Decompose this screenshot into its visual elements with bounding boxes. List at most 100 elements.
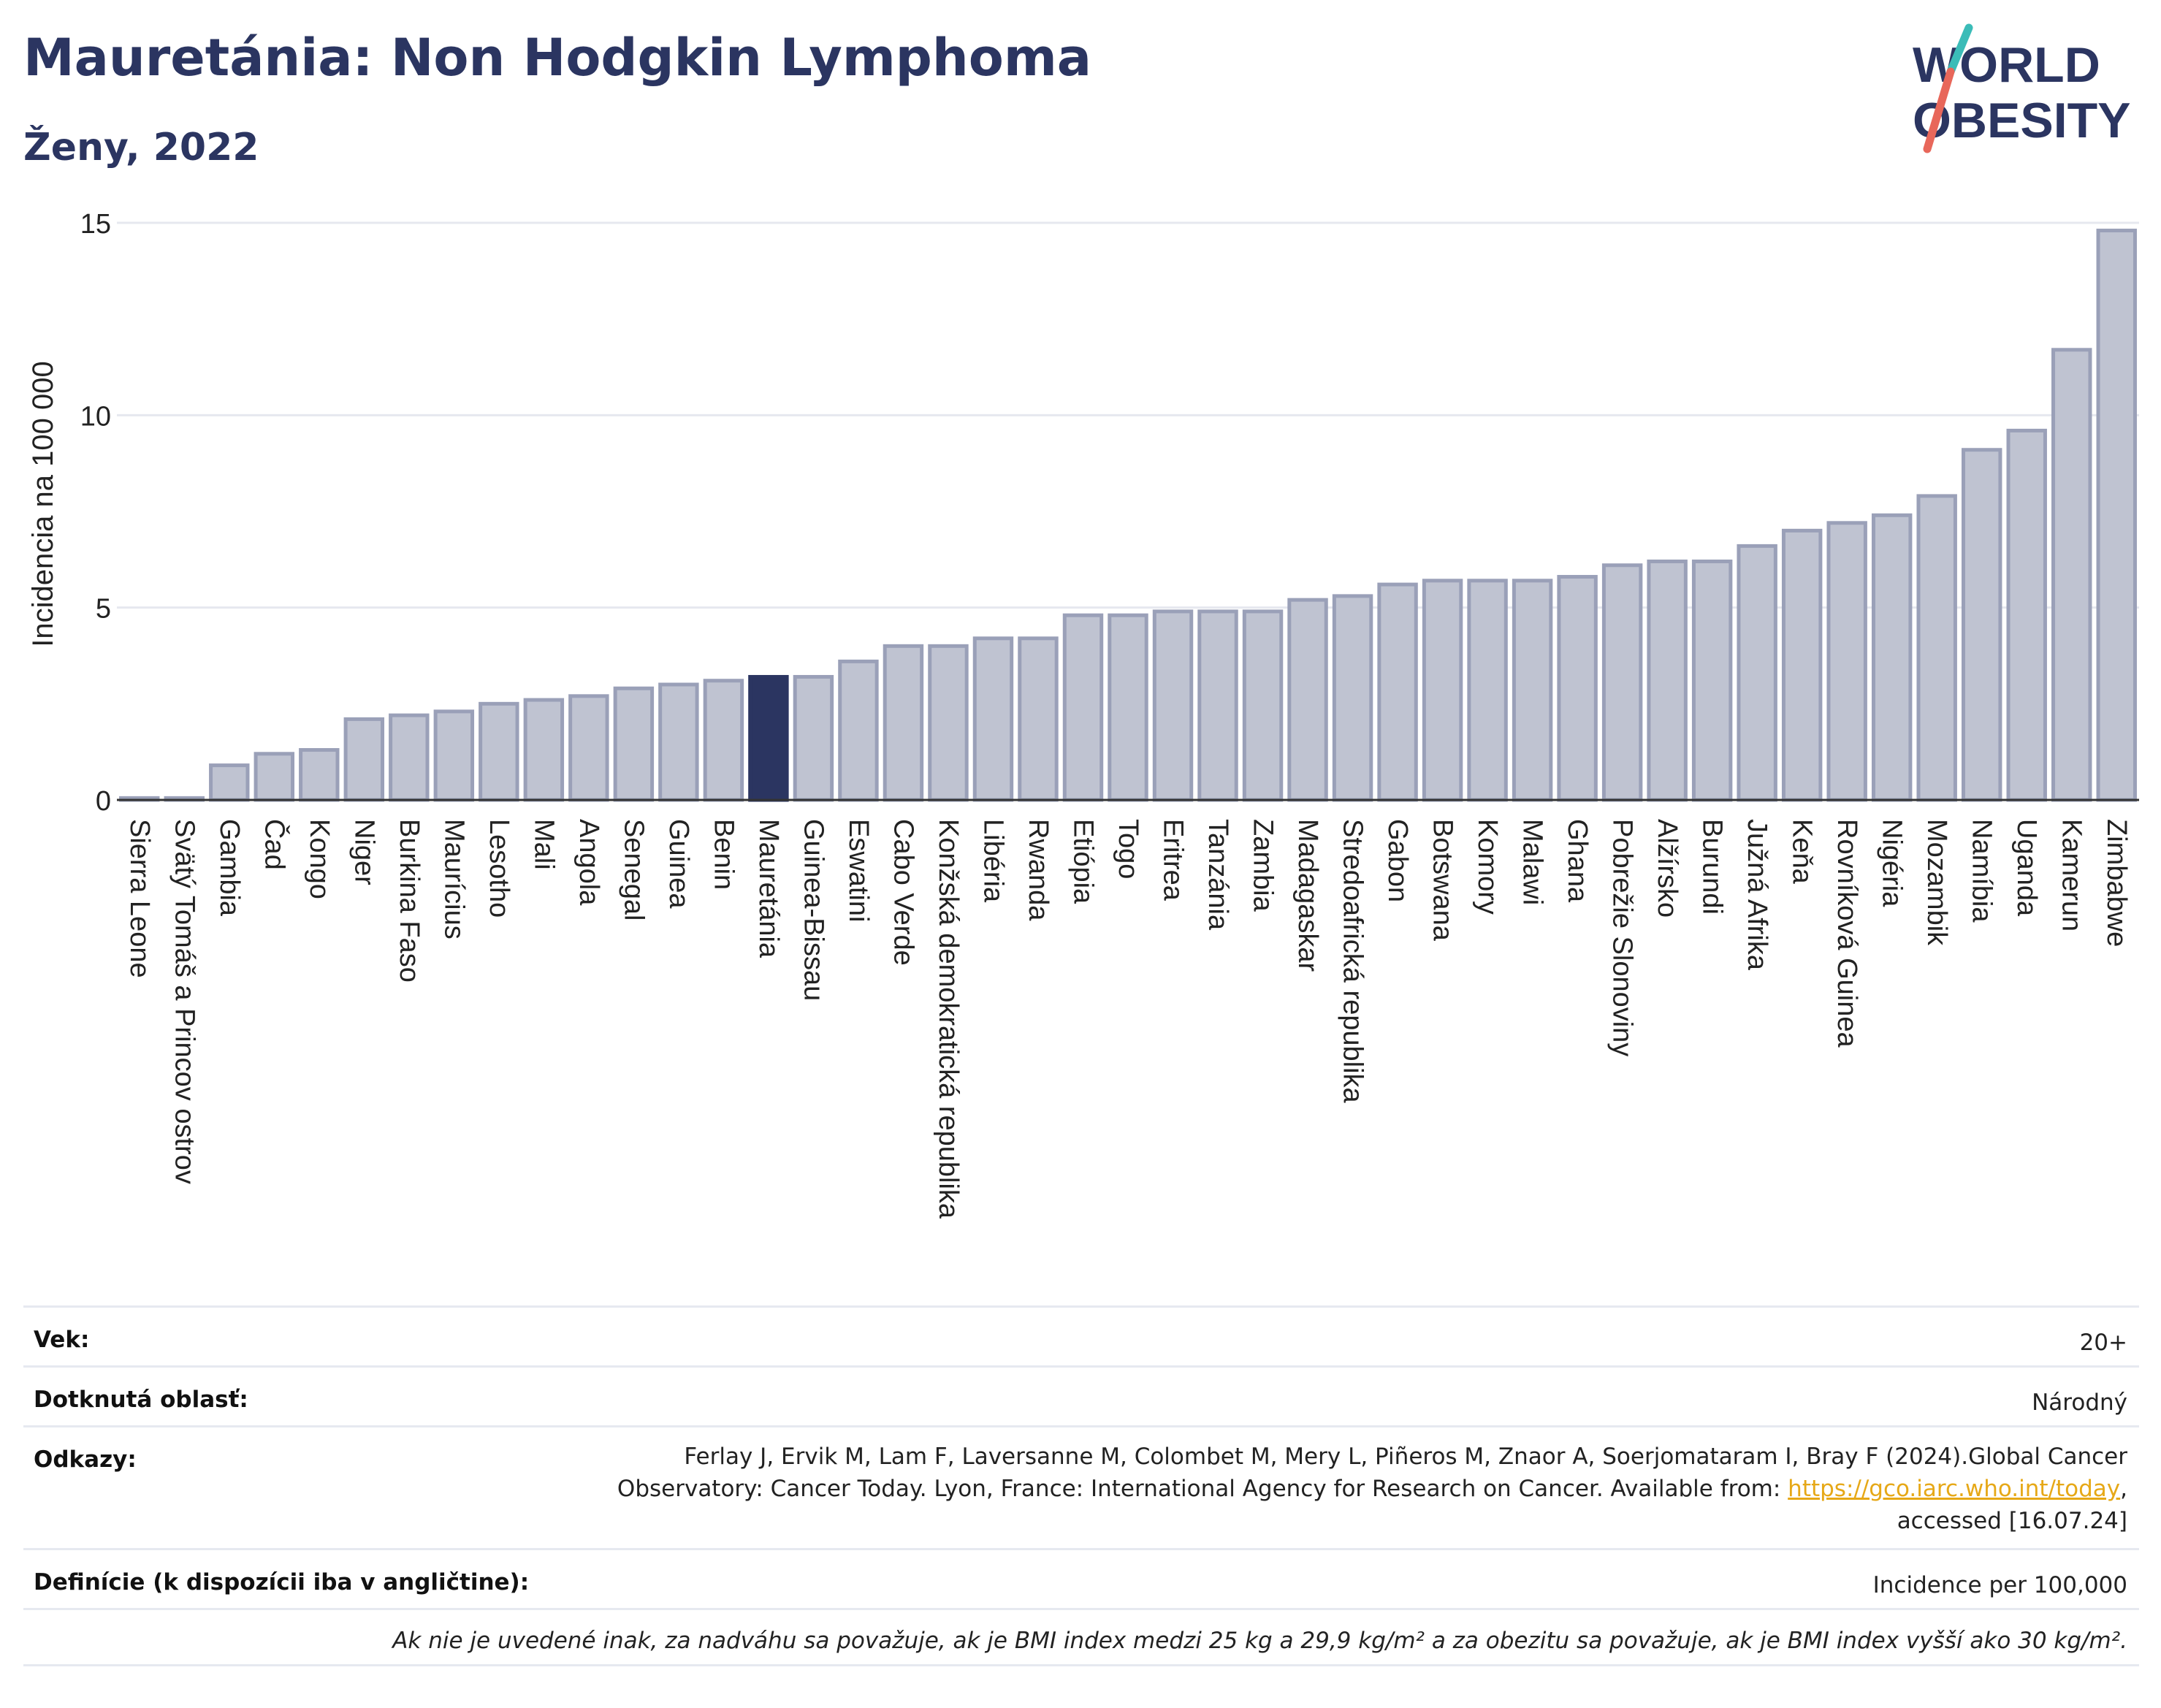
bar-pobre-ie-slonoviny[interactable] (1601, 563, 1643, 802)
meta-row-definitions: Definície (k dispozícii iba v angličtine… (23, 1548, 2139, 1608)
bar-guinea[interactable] (658, 682, 699, 802)
bar-senegal[interactable] (613, 686, 655, 802)
y-tick-label: 0 (96, 786, 111, 817)
bar-zambia[interactable] (1242, 609, 1284, 802)
svg-text:WORLD: WORLD (1913, 37, 2100, 93)
bar--ad[interactable] (254, 752, 295, 802)
bar-tanz-nia[interactable] (1197, 609, 1238, 802)
bar-komory[interactable] (1467, 579, 1508, 802)
bar-madagaskar[interactable] (1287, 598, 1328, 802)
x-tick-label: Pobrežie Slonoviny (1607, 819, 1638, 1056)
x-tick-label: Mozambik (1921, 819, 1952, 946)
x-tick-label: Nigéria (1877, 819, 1907, 907)
bar-lib-ria[interactable] (972, 636, 1014, 802)
bar-mozambik[interactable] (1916, 494, 1957, 802)
references-line-3: accessed [16.07.24] (1897, 1508, 2127, 1534)
bar-guinea-bissau[interactable] (793, 674, 834, 802)
meta-row-area: Dotknutá oblasť: Národný (23, 1365, 2139, 1425)
bar-chart: 0 5 10 15 Sierra Leone Svätý Tomáš a Princov… (27, 209, 2139, 1219)
bar-botswana[interactable] (1422, 579, 1463, 802)
references-value: Ferlay J, Ervik M, Lam F, Laversanne M, … (617, 1441, 2127, 1537)
bar-lesotho[interactable] (479, 701, 519, 802)
y-tick-label: 5 (96, 594, 111, 625)
x-tick-label: Čad (259, 819, 291, 870)
bar-rovn-kov-guinea[interactable] (1826, 521, 1867, 802)
bar-nig-ria[interactable] (1871, 513, 1913, 802)
x-tick-label: Stredoafrická republika (1338, 819, 1368, 1104)
bar-stredoafrick-republika[interactable] (1332, 594, 1373, 802)
x-tick-label: Komory (1472, 819, 1503, 915)
x-tick-label: Botswana (1428, 819, 1458, 942)
bar-zimbabwe[interactable] (2096, 229, 2137, 802)
bar-gambia[interactable] (209, 763, 250, 802)
definitions-value: Incidence per 100,000 (1872, 1572, 2127, 1598)
bar-mauret-nia[interactable] (748, 674, 789, 802)
age-label: Vek: (34, 1327, 90, 1353)
definitions-label: Definície (k dispozícii iba v angličtine… (34, 1569, 530, 1595)
x-tick-label: Tanzánia (1203, 819, 1233, 931)
x-tick-label: Burkina Faso (394, 819, 424, 983)
bar-eritrea[interactable] (1152, 609, 1194, 802)
bar-kongo[interactable] (299, 748, 340, 802)
bar-ju-n-afrika[interactable] (1737, 544, 1777, 802)
svg-text:OBESITY: OBESITY (1913, 93, 2131, 148)
bar-kamerun[interactable] (2051, 348, 2092, 802)
x-tick-label: Rwanda (1023, 819, 1053, 921)
x-tick-label: Alžírsko (1652, 819, 1682, 918)
bar-nam-bia[interactable] (1961, 448, 2002, 802)
y-tick-label: 15 (80, 209, 111, 240)
bar-burkina-faso[interactable] (389, 713, 430, 802)
bar-niger[interactable] (343, 717, 385, 802)
bar-kon-sk-demokratick-republika[interactable] (928, 644, 969, 802)
bar-ke-a[interactable] (1781, 528, 1823, 802)
y-axis-label: Incidencia na 100 000 (27, 361, 59, 647)
bar-benin[interactable] (703, 679, 744, 802)
world-obesity-logo: WORLD OBESITY (1913, 23, 2131, 153)
x-tick-label: Uganda (2011, 819, 2042, 917)
area-label: Dotknutá oblasť: (34, 1387, 248, 1413)
age-value: 20+ (2079, 1330, 2127, 1356)
bar-al-rsko[interactable] (1647, 559, 1688, 802)
x-tick-label: Kongo (304, 819, 335, 899)
x-tick-label: Guinea-Bissau (798, 819, 828, 1001)
meta-row-age: Vek: 20+ (23, 1305, 2139, 1365)
bar-gabon[interactable] (1377, 582, 1418, 802)
metadata-table: Vek: 20+ Dotknutá oblasť: Národný Odkazy… (23, 1305, 2139, 1666)
bmi-note: Ak nie je uvedené inak, za nadváhu sa po… (392, 1628, 2127, 1654)
x-tick-label: Togo (1113, 819, 1143, 879)
bar-eswatini[interactable] (838, 659, 879, 802)
x-tick-label: Guinea (663, 819, 694, 909)
y-tick-label: 10 (80, 401, 111, 432)
bar-mali[interactable] (523, 698, 565, 802)
x-tick-label: Svätý Tomáš a Princov ostrov (169, 819, 199, 1184)
bar-eti-pia[interactable] (1062, 613, 1104, 802)
bar-burundi[interactable] (1691, 559, 1733, 802)
references-line-1: Ferlay J, Ervik M, Lam F, Laversanne M, … (684, 1444, 2127, 1470)
bar-cabo-verde[interactable] (883, 644, 924, 802)
x-tick-label: Malawi (1517, 819, 1548, 905)
bar-rwanda[interactable] (1018, 636, 1059, 802)
bar-maur-cius[interactable] (433, 709, 475, 802)
x-tick-label: Eswatini (843, 819, 874, 923)
x-tick-label: Cabo Verde (888, 819, 918, 966)
category-labels: Sierra Leone Svätý Tomáš a Princov ostrov… (124, 819, 2132, 1219)
x-tick-label: Ghana (1562, 819, 1593, 903)
references-link[interactable]: https://gco.iarc.who.int/today (1788, 1476, 2121, 1502)
x-tick-label: Sierra Leone (124, 819, 155, 978)
bar-malawi[interactable] (1512, 579, 1553, 802)
x-tick-label: Maurícius (438, 819, 469, 939)
chart-title: Mauretánia: Non Hodgkin Lymphoma (23, 28, 1092, 88)
x-tick-label: Namíbia (1967, 819, 1997, 923)
x-tick-label: Burundi (1697, 819, 1728, 915)
bar-togo[interactable] (1108, 613, 1148, 802)
bar-ghana[interactable] (1557, 575, 1598, 802)
x-tick-label: Rovníková Guinea (1832, 819, 1862, 1048)
x-tick-label: Kamerun (2057, 819, 2087, 931)
bar-angola[interactable] (568, 694, 609, 802)
bars (119, 229, 2137, 802)
bar-uganda[interactable] (2006, 428, 2047, 802)
x-tick-label: Senegal (618, 819, 649, 920)
x-tick-label: Lesotho (484, 819, 514, 918)
area-value: Národný (2032, 1389, 2127, 1416)
x-tick-label: Zambia (1248, 819, 1278, 912)
